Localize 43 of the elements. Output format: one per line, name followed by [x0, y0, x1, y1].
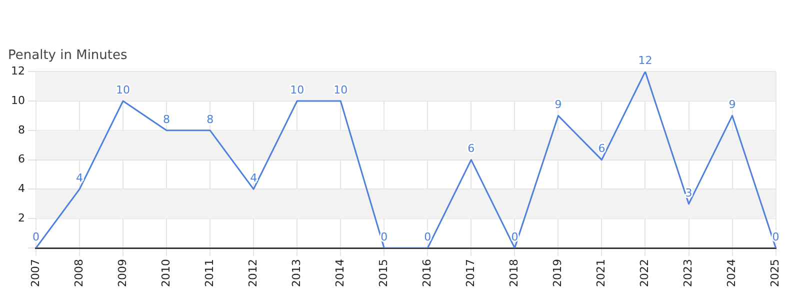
x-tick-label: 2025 [768, 259, 782, 288]
x-tick-label: 2012 [246, 259, 260, 288]
data-label: 3 [685, 186, 692, 200]
data-label: 6 [468, 142, 475, 156]
x-tick-label: 2013 [290, 259, 303, 288]
y-tick-label: 8 [18, 123, 25, 136]
x-tick-label: 2016 [420, 259, 434, 288]
x-tick-label: 2022 [638, 259, 652, 288]
data-label: 0 [511, 230, 518, 244]
data-label: 9 [728, 98, 736, 112]
chart-title: Penalty in Minutes [8, 48, 128, 64]
y-tick-label: 2 [18, 211, 25, 224]
y-tick-label: 10 [10, 94, 25, 107]
x-tick-label: 2023 [682, 259, 695, 288]
x-tick-label: 2014 [333, 259, 346, 288]
data-label: 10 [334, 83, 348, 96]
x-tick-label: 2011 [202, 259, 216, 288]
x-tick-label: 2015 [377, 259, 390, 288]
y-tick-label: 6 [18, 152, 25, 166]
data-label: 0 [380, 230, 388, 244]
data-label: 0 [772, 230, 780, 244]
y-tick-label: 12 [10, 64, 25, 78]
x-tick-label: 2008 [72, 259, 86, 288]
data-label: 12 [638, 54, 652, 67]
data-label: 4 [76, 172, 84, 185]
data-label: 0 [32, 230, 40, 244]
data-label: 0 [424, 230, 432, 244]
data-label: 10 [290, 83, 304, 96]
x-tick-label: 2009 [116, 259, 129, 288]
y-tick-label: 4 [18, 182, 25, 196]
data-label: 8 [163, 112, 170, 126]
x-tick-label: 2024 [725, 259, 738, 288]
data-label: 10 [116, 83, 130, 96]
data-label: 9 [554, 98, 562, 112]
data-label: 8 [206, 112, 214, 126]
x-tick-label: 2010 [159, 259, 172, 288]
data-label: 6 [598, 142, 606, 156]
data-label: 4 [250, 172, 258, 185]
x-tick-label: 2019 [551, 259, 564, 288]
x-tick-label: 2007 [28, 259, 42, 288]
x-tick-label: 2021 [594, 259, 608, 288]
x-tick-label: 2017 [464, 259, 478, 288]
x-tick-label: 2018 [508, 259, 521, 288]
